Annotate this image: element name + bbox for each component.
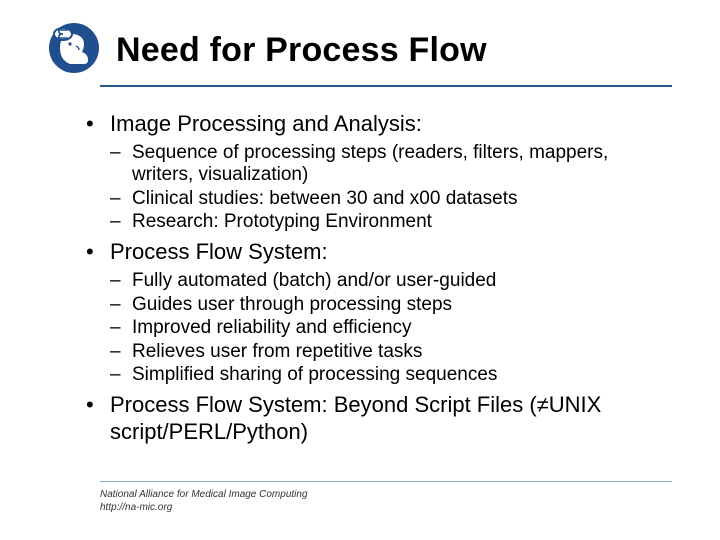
namic-logo bbox=[48, 22, 100, 79]
sub-item: Improved reliability and efficiency bbox=[110, 317, 662, 339]
sub-item: Guides user through processing steps bbox=[110, 294, 662, 316]
slide: Need for Process Flow Image Processing a… bbox=[0, 0, 720, 540]
slide-body: Image Processing and Analysis: Sequence … bbox=[48, 87, 672, 446]
sub-item: Relieves user from repetitive tasks bbox=[110, 341, 662, 363]
bullet-item: Image Processing and Analysis: Sequence … bbox=[86, 111, 662, 233]
footer-line-2: http://na-mic.org bbox=[100, 502, 308, 515]
footer-rule bbox=[100, 481, 672, 482]
footer-line-1: National Alliance for Medical Image Comp… bbox=[100, 489, 308, 502]
footer: National Alliance for Medical Image Comp… bbox=[100, 489, 308, 514]
sub-item: Simplified sharing of processing sequenc… bbox=[110, 364, 662, 386]
bullet-label: Image Processing and Analysis: bbox=[110, 111, 422, 136]
bullet-list: Image Processing and Analysis: Sequence … bbox=[86, 111, 662, 446]
sub-list: Sequence of processing steps (readers, f… bbox=[110, 142, 662, 234]
bullet-item: Process Flow System: Fully automated (ba… bbox=[86, 239, 662, 386]
bullet-label: Process Flow System: Beyond Script Files… bbox=[110, 392, 601, 444]
sub-item: Research: Prototyping Environment bbox=[110, 211, 662, 233]
sub-item: Sequence of processing steps (readers, f… bbox=[110, 142, 662, 187]
sub-item: Clinical studies: between 30 and x00 dat… bbox=[110, 188, 662, 210]
sub-item: Fully automated (batch) and/or user-guid… bbox=[110, 270, 662, 292]
sub-list: Fully automated (batch) and/or user-guid… bbox=[110, 270, 662, 386]
bullet-label: Process Flow System: bbox=[110, 239, 328, 264]
slide-title: Need for Process Flow bbox=[116, 31, 487, 70]
header: Need for Process Flow bbox=[48, 22, 672, 79]
bullet-item: Process Flow System: Beyond Script Files… bbox=[86, 392, 662, 446]
